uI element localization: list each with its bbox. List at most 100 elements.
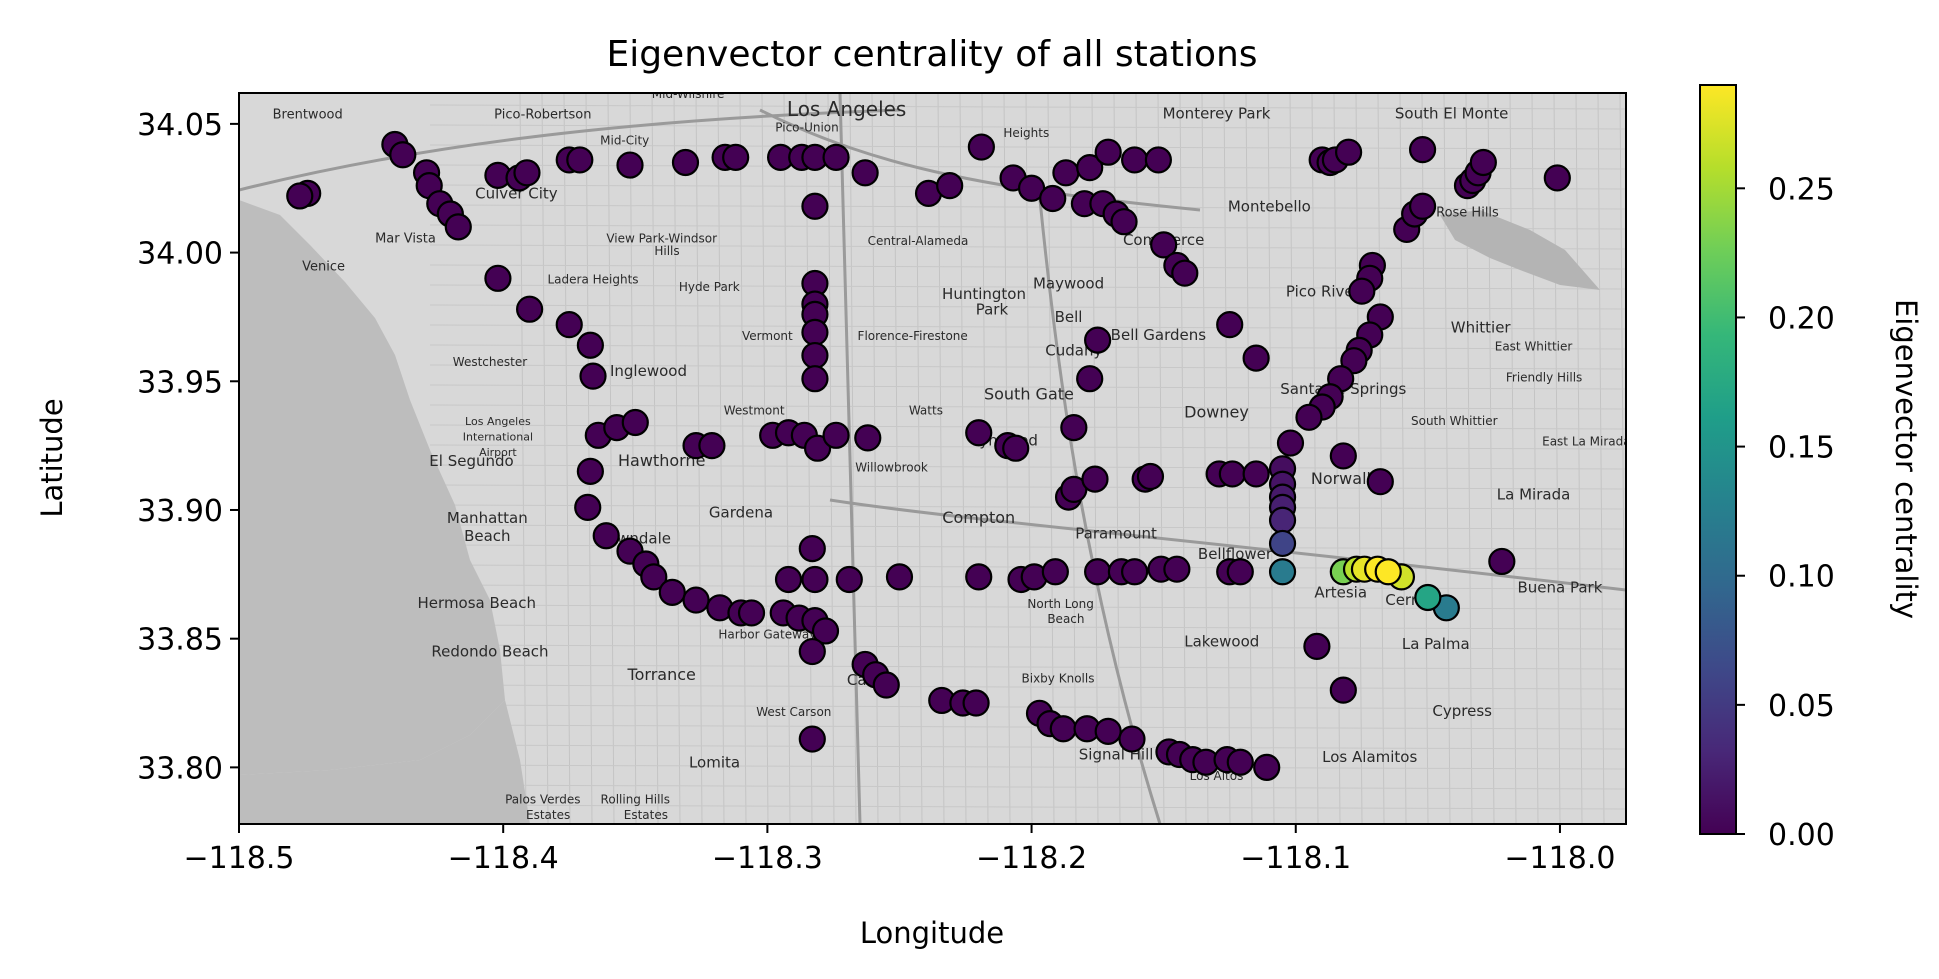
basemap-street — [429, 464, 1626, 470]
x-axis-label: Longitude — [860, 916, 1004, 950]
basemap-place-label: Artesia — [1314, 583, 1367, 601]
basemap-place-label: Downey — [1184, 402, 1249, 421]
station-point — [555, 311, 583, 339]
x-tick-label: −118.0 — [1504, 841, 1615, 876]
basemap-place-label: Airport — [479, 446, 517, 459]
station-point — [1084, 558, 1112, 586]
basemap-street — [1509, 93, 1517, 824]
basemap-place-label: Bell — [1055, 308, 1083, 326]
basemap-place-label: Gardena — [709, 504, 773, 522]
station-point — [1348, 277, 1376, 305]
basemap-street — [429, 684, 1626, 690]
basemap-place-label: Central-Alameda — [868, 234, 969, 248]
station-point — [576, 457, 604, 485]
basemap-place-label: Bell Gardens — [1111, 326, 1207, 344]
station-point — [801, 341, 829, 370]
station-point — [1094, 138, 1122, 166]
basemap-freeway-3 — [829, 498, 1626, 592]
station-point — [640, 563, 668, 591]
basemap-place-label: Culver City — [475, 185, 558, 203]
station-point — [1268, 529, 1297, 558]
y-tick-label: 34.05 — [137, 108, 223, 143]
station-point — [936, 172, 964, 200]
station-point — [803, 434, 832, 462]
station-point — [1002, 434, 1030, 462]
basemap-place-label: Venice — [302, 260, 345, 275]
basemap-place-label: Redondo Beach — [431, 643, 548, 661]
x-tick-label: −118.3 — [712, 841, 823, 876]
basemap-place-label: West Carson — [756, 705, 831, 719]
basemap-street — [651, 93, 659, 824]
basemap-place-label: Estates — [526, 808, 570, 822]
basemap-place-label: Bellflower — [1198, 545, 1273, 563]
colorbar-tick-label: 0.00 — [1768, 818, 1835, 853]
station-point — [1118, 725, 1146, 753]
basemap-street — [871, 93, 879, 824]
basemap-street — [563, 93, 571, 824]
chart-title: Eigenvector centrality of all stations — [606, 34, 1257, 75]
basemap-street — [1311, 93, 1319, 824]
basemap-street — [541, 93, 549, 824]
station-point — [798, 534, 826, 563]
basemap-place-label: Estates — [624, 808, 668, 822]
station-point — [1334, 138, 1363, 166]
station-point — [801, 318, 829, 346]
basemap-place-label: Mar Vista — [375, 231, 436, 246]
station-point — [811, 617, 840, 645]
station-point — [1060, 414, 1088, 442]
basemap-place-label: East Whittier — [1495, 339, 1573, 353]
basemap-place-label: La Mirada — [1497, 486, 1571, 504]
basemap-place-label: Westmont — [724, 404, 785, 418]
basemap-place-label: Rolling Hills — [601, 792, 670, 806]
station-point — [801, 565, 829, 594]
station-point — [1268, 506, 1297, 534]
station-point — [801, 192, 829, 220]
basemap-place-label: Hyde Park — [679, 280, 740, 294]
basemap-street — [717, 93, 725, 824]
station-point — [566, 146, 594, 174]
station-point — [965, 563, 993, 591]
basemap-place-label: Hills — [654, 244, 679, 258]
basemap-street — [1289, 93, 1297, 824]
basemap-place-label: Los Angeles — [465, 415, 531, 428]
station-point — [1303, 632, 1331, 660]
basemap-street — [429, 324, 1626, 330]
station-point — [774, 565, 803, 594]
station-point — [822, 421, 850, 449]
basemap-ocean — [239, 200, 505, 775]
station-point — [872, 671, 900, 699]
y-tick-label: 33.80 — [137, 751, 223, 786]
station-point — [1268, 558, 1297, 586]
basemap-street — [673, 93, 681, 824]
station-point — [1110, 208, 1138, 236]
basemap-place-label: North Long — [1027, 597, 1093, 611]
colorbar-gradient — [1699, 84, 1737, 835]
x-tick-label: −118.4 — [448, 841, 559, 876]
x-tick-label: −118.5 — [183, 841, 294, 876]
station-point — [722, 143, 750, 171]
basemap-street — [783, 93, 791, 824]
basemap-place-label: Compton — [942, 508, 1015, 527]
basemap-street — [1553, 93, 1561, 824]
basemap-street — [739, 93, 747, 824]
station-point — [1171, 259, 1199, 287]
colorbar-tick-label: 0.05 — [1768, 689, 1835, 724]
basemap-street — [915, 93, 923, 824]
basemap-place-label: Harbor Gateway — [718, 628, 816, 642]
basemap-place-label: Beach — [1047, 612, 1084, 626]
basemap-place-label: Pico Rivera — [1286, 282, 1369, 300]
colorbar-label: Eigenvector centrality — [1889, 299, 1923, 619]
basemap-street — [429, 764, 1626, 770]
basemap-street — [849, 93, 857, 824]
station-point — [1414, 583, 1442, 612]
basemap-street — [429, 744, 1626, 750]
colorbar: 0.00 0.05 0.10 0.15 0.20 0.25 Eigenvector cen… — [1699, 84, 1923, 853]
basemap-place-label: Mid-City — [600, 133, 649, 147]
basemap-ocean-south — [239, 700, 530, 824]
station-point — [1366, 468, 1394, 496]
basemap-place-label: Whittier — [1451, 318, 1512, 336]
station-point — [1488, 547, 1516, 576]
station-point — [1094, 717, 1122, 745]
basemap-place-label: Hawthorne — [618, 451, 705, 470]
station-point — [1084, 326, 1112, 354]
